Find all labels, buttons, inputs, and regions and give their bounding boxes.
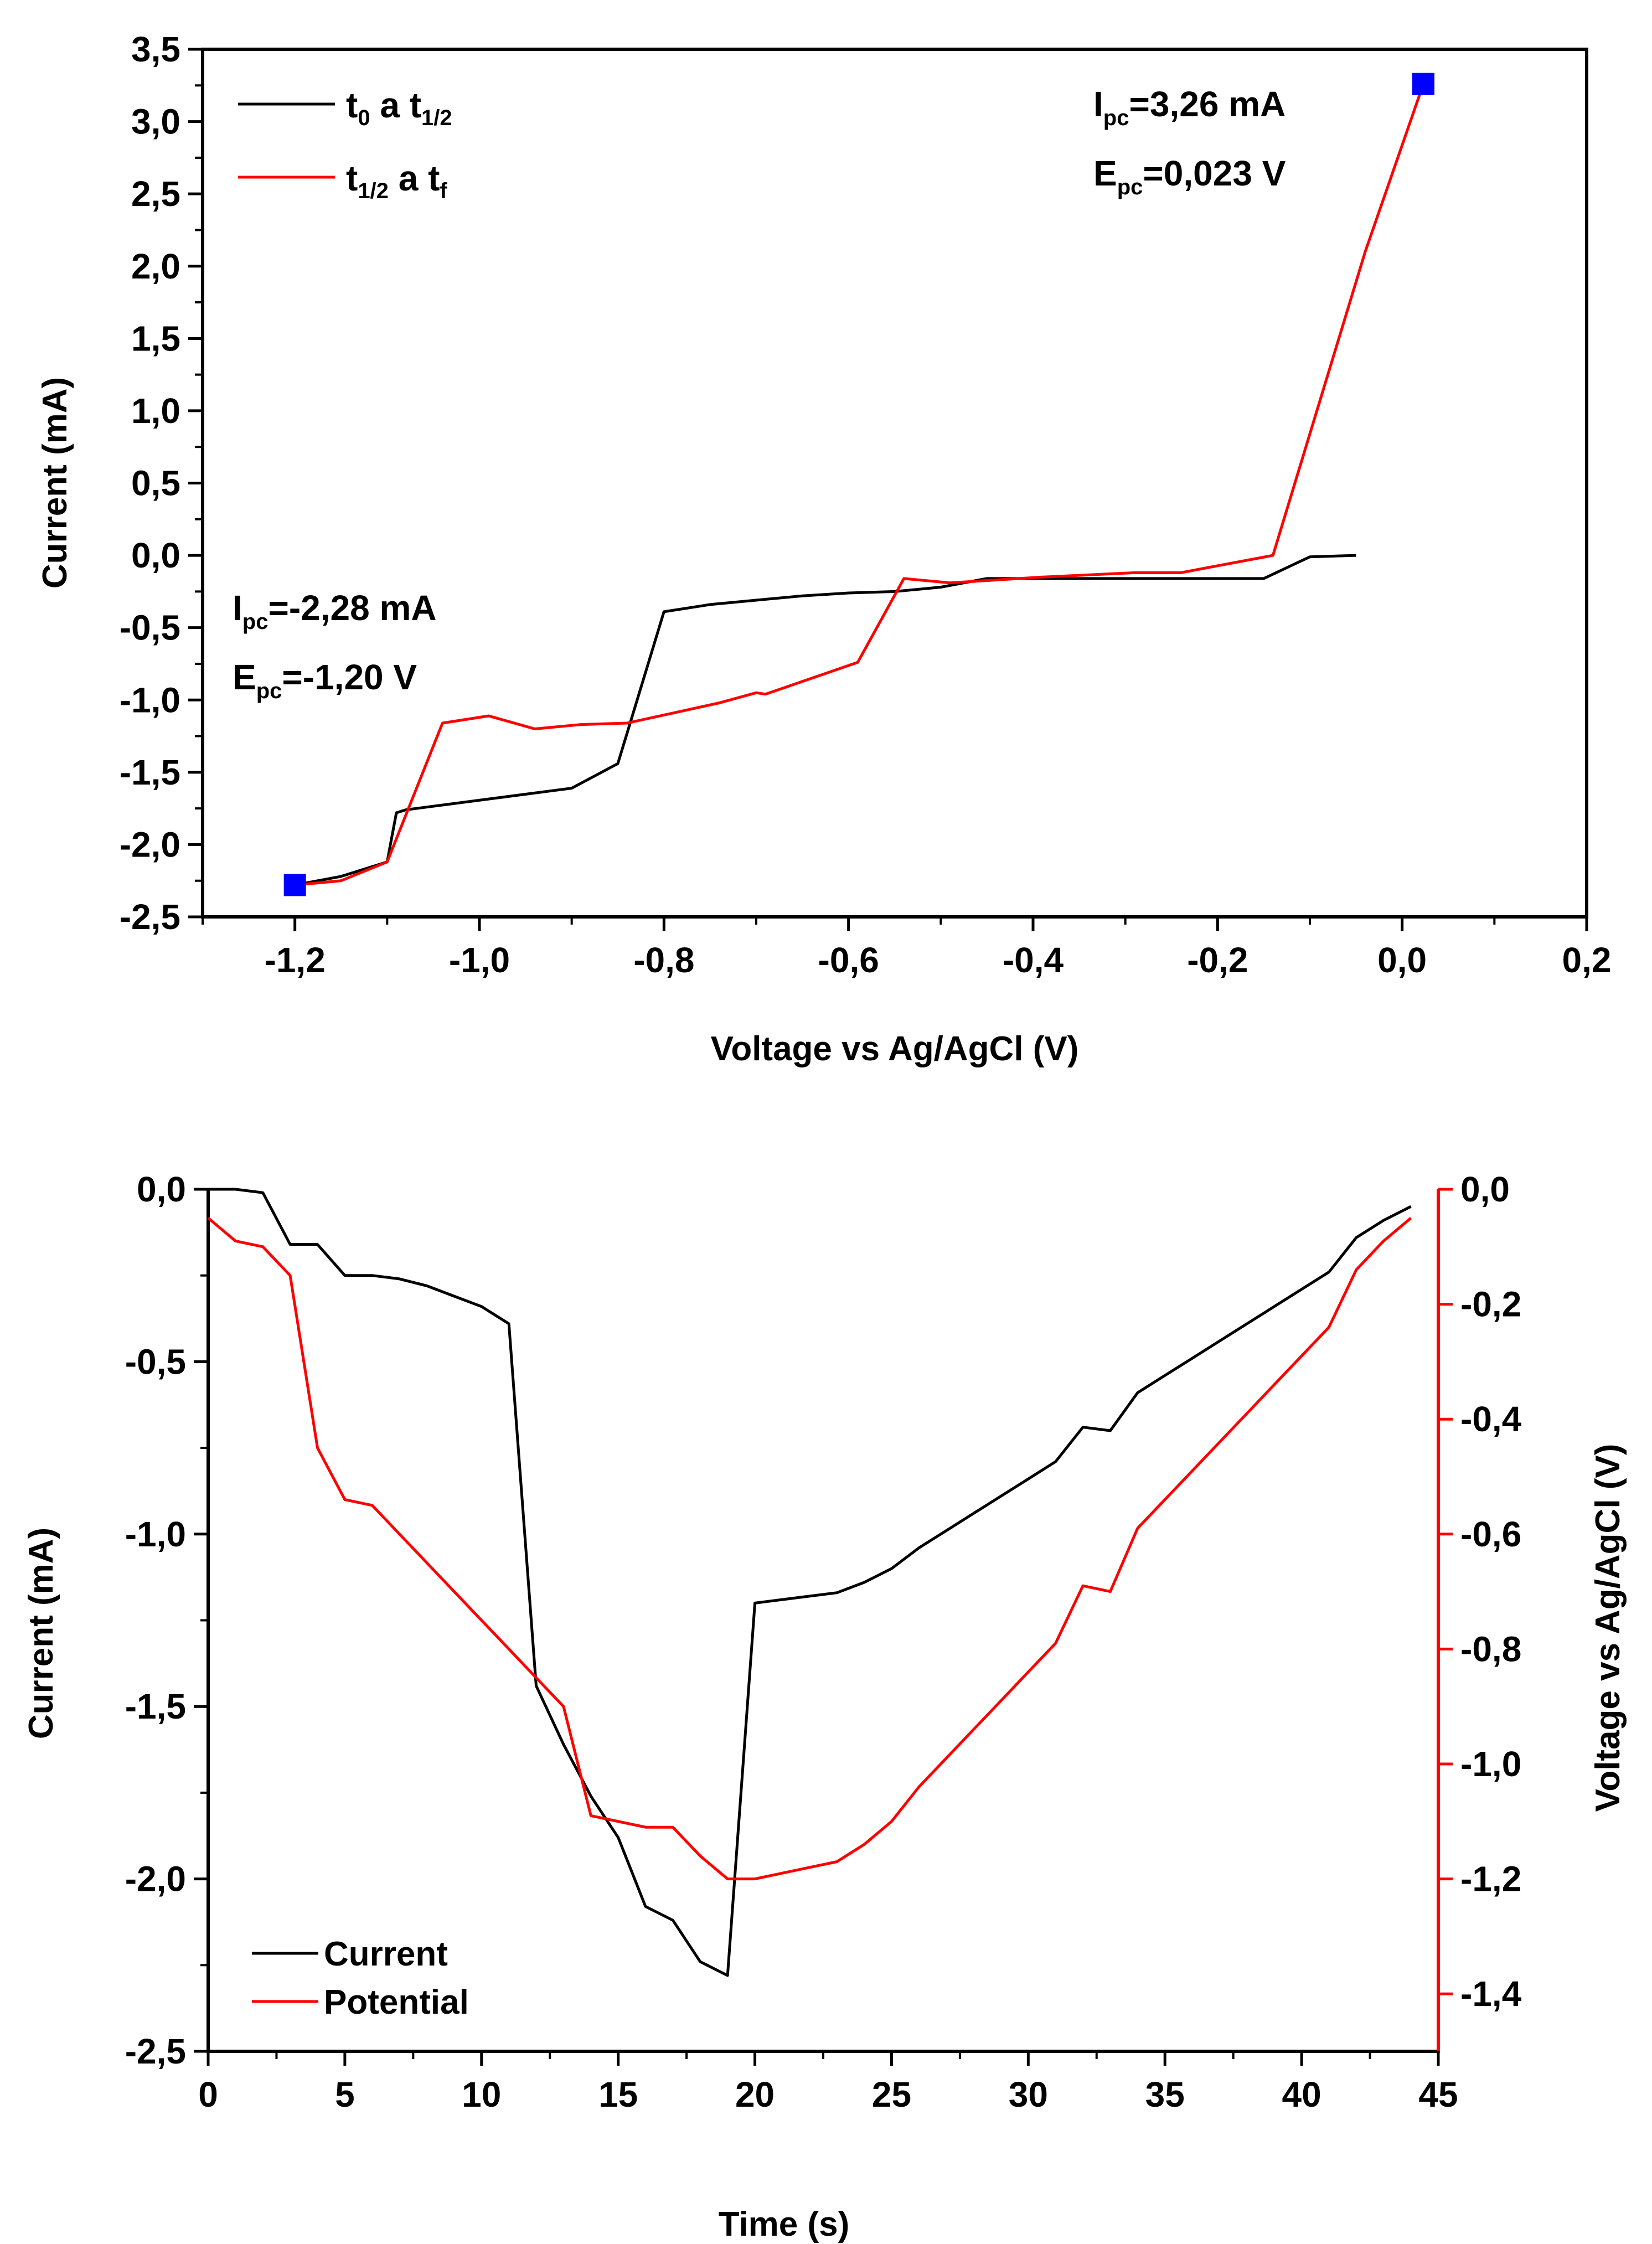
cv-legend: t0 a t1/2 t1/2 a tf — [238, 85, 452, 203]
cv-y-tick-label: 3,5 — [131, 29, 180, 69]
cv-y-axis-title: Current (mA) — [36, 377, 74, 589]
time-chart: 0 5 10 15 20 25 30 35 40 45 -2,5 -2,0 -1,5 -1,0 -0,5 0,… — [22, 1169, 1627, 2243]
cv-y-tick-label: -2,5 — [120, 897, 180, 937]
cv-series-line-1 — [295, 83, 1425, 886]
cv-y-tick-label: 1,0 — [131, 391, 180, 431]
cv-y-tick-label: 0,5 — [131, 463, 180, 503]
time-x-tick-label: 10 — [462, 2075, 501, 2114]
time-legend-label-current: Current — [324, 1935, 448, 1973]
cv-x-tick-label: -1,0 — [449, 940, 510, 980]
time-y-right-tick-label: -0,4 — [1460, 1399, 1522, 1439]
cv-x-tick-label: -0,6 — [818, 940, 879, 980]
time-y-right-tick-label: -1,4 — [1460, 1974, 1522, 2014]
time-x-tick-label: 15 — [598, 2075, 638, 2114]
time-x-tick-label: 25 — [872, 2075, 911, 2114]
time-y-left-tick-label: -1,0 — [125, 1514, 186, 1554]
cv-annotation-peak-low: Ipc=-2,28 mA Epc=-1,20 V — [233, 588, 437, 703]
cv-legend-label-black: t0 a t1/2 — [346, 85, 452, 130]
time-x-tick-label: 45 — [1418, 2075, 1458, 2114]
time-legend: Current Potential — [252, 1935, 469, 2021]
cv-annot-low-e: Epc=-1,20 V — [233, 657, 417, 703]
cv-x-tick-label: -1,2 — [265, 940, 326, 980]
cv-y-tick-label: 3,0 — [131, 102, 180, 142]
time-x-tick-label: 35 — [1145, 2075, 1185, 2114]
cv-annotation-peak-high: Ipc=3,26 mA Epc=0,023 V — [1093, 84, 1286, 199]
cv-y-tick-label: -2,0 — [120, 824, 180, 864]
time-x-tick-label: 0 — [198, 2075, 218, 2114]
cv-series-group — [295, 83, 1425, 886]
cv-y-tick-label: 0,0 — [131, 535, 180, 575]
cv-peak-marker-0 — [283, 874, 306, 896]
cv-annot-high-e: Epc=0,023 V — [1093, 153, 1286, 199]
cv-ticks: -1,2 -1,0 -0,8 -0,6 -0,4 -0,2 0,0 0,2 -2,5 -2,0 -1… — [120, 29, 1612, 980]
cv-markers-group — [283, 73, 1434, 896]
cv-x-tick-label: -0,2 — [1187, 940, 1248, 980]
cv-peak-marker-1 — [1412, 73, 1434, 95]
cv-chart: -1,2 -1,0 -0,8 -0,6 -0,4 -0,2 0,0 0,2 -2,5 -2,0 -1… — [36, 29, 1611, 1068]
time-y-right-tick-label: -1,2 — [1460, 1859, 1521, 1899]
time-legend-label-potential: Potential — [324, 1983, 469, 2021]
time-ticks: 0 5 10 15 20 25 30 35 40 45 -2,5 -2,0 -1,5 -1,0 -0,5 0,… — [125, 1169, 1522, 2114]
cv-y-tick-label: 2,0 — [131, 246, 180, 286]
cv-y-tick-label: -0,5 — [120, 608, 180, 648]
cv-y-tick-label: -1,5 — [120, 752, 180, 792]
time-y-right-tick-label: -0,6 — [1460, 1514, 1521, 1554]
time-y-right-tick-label: 0,0 — [1460, 1169, 1510, 1209]
time-series-group — [207, 1188, 1412, 1977]
time-y-left-tick-label: 0,0 — [137, 1169, 186, 1209]
time-y-right-tick-label: -0,2 — [1460, 1285, 1521, 1324]
time-y-right-tick-label: -0,8 — [1460, 1629, 1521, 1669]
cv-y-tick-label: 1,5 — [131, 318, 180, 358]
time-y-left-tick-label: -1,5 — [125, 1686, 186, 1726]
time-x-tick-label: 30 — [1009, 2075, 1048, 2114]
time-series-line-1 — [207, 1216, 1412, 1881]
cv-x-tick-label: -0,8 — [633, 940, 694, 980]
time-y-left-tick-label: -2,5 — [125, 2031, 186, 2071]
cv-y-tick-label: 2,5 — [131, 174, 180, 214]
time-x-tick-label: 5 — [335, 2075, 355, 2114]
time-x-tick-label: 40 — [1282, 2075, 1321, 2114]
cv-x-axis-title: Voltage vs Ag/AgCl (V) — [711, 1030, 1079, 1068]
time-y-right-tick-label: -1,0 — [1460, 1744, 1521, 1784]
time-x-axis-title: Time (s) — [719, 2205, 850, 2243]
time-y-axis-title-right: Voltage vs Ag/AgCl (V) — [1589, 1444, 1627, 1812]
cv-legend-label-red: t1/2 a tf — [346, 158, 447, 203]
time-series-line-0 — [208, 1188, 1412, 1977]
cv-y-tick-label: -1,0 — [120, 680, 180, 720]
cv-x-tick-label: -0,4 — [1003, 940, 1064, 980]
cv-annot-high-i: Ipc=3,26 mA — [1093, 84, 1286, 130]
time-y-axis-title-left: Current (mA) — [22, 1528, 60, 1739]
cv-x-tick-label: 0,0 — [1377, 940, 1427, 980]
cv-x-tick-label: 0,2 — [1562, 940, 1612, 980]
cv-series-line-0 — [295, 554, 1356, 886]
time-y-left-tick-label: -2,0 — [125, 1859, 186, 1899]
cv-annot-low-i: Ipc=-2,28 mA — [233, 588, 437, 634]
time-y-left-tick-label: -0,5 — [125, 1342, 186, 1381]
time-x-tick-label: 20 — [735, 2075, 775, 2114]
